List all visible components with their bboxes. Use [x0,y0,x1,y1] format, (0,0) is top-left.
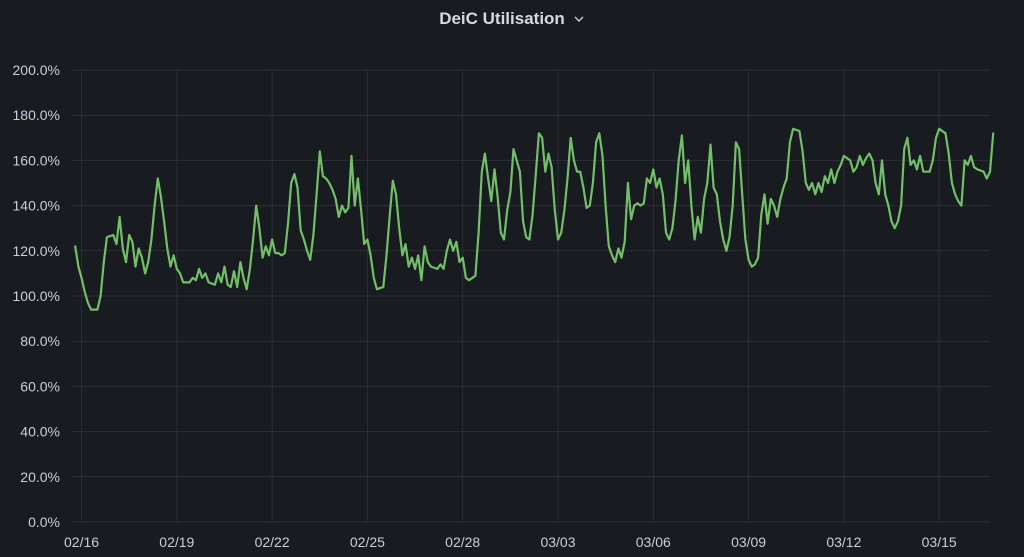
y-tick-label: 100.0% [13,288,60,304]
y-tick-label: 200.0% [13,62,60,78]
x-tick-label: 03/03 [540,534,575,550]
y-tick-label: 0.0% [28,514,60,530]
y-tick-label: 140.0% [13,198,60,214]
x-tick-label: 03/06 [636,534,671,550]
y-tick-label: 160.0% [13,152,60,168]
y-tick-label: 120.0% [13,243,60,259]
x-tick-label: 02/28 [445,534,480,550]
y-tick-label: 80.0% [20,333,60,349]
panel-header[interactable]: DeiC Utilisation [0,0,1024,38]
x-tick-label: 02/22 [255,534,290,550]
x-tick-label: 03/15 [922,534,957,550]
x-tick-label: 02/25 [350,534,385,550]
series-line [74,127,995,311]
x-tick-label: 03/09 [731,534,766,550]
panel-title[interactable]: DeiC Utilisation [439,9,565,28]
y-tick-label: 60.0% [20,378,60,394]
y-tick-label: 180.0% [13,107,60,123]
x-tick-label: 03/12 [826,534,861,550]
y-tick-label: 20.0% [20,469,60,485]
x-tick-label: 02/19 [159,534,194,550]
y-tick-label: 40.0% [20,424,60,440]
x-tick-label: 02/16 [64,534,99,550]
chevron-down-icon[interactable] [573,13,585,25]
